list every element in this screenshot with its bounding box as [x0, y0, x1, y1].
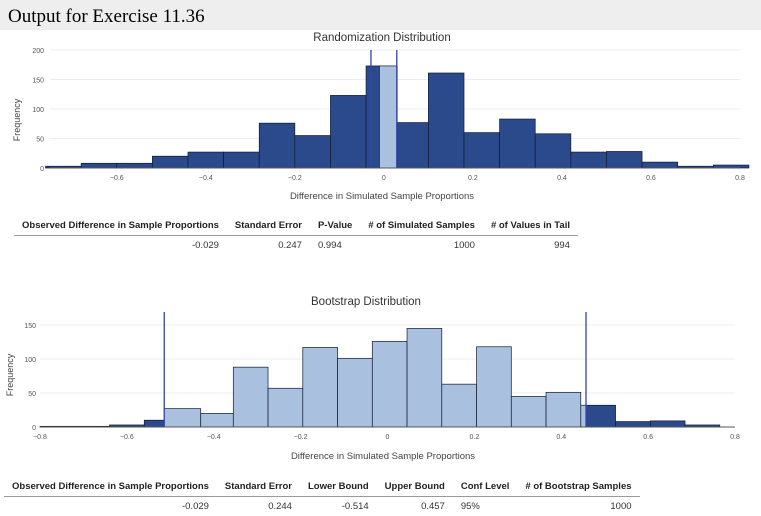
page-title: Output for Exercise 11.36	[8, 6, 205, 28]
p-value-header: P-Value	[310, 217, 360, 236]
histogram-bar-tail	[535, 134, 571, 168]
bootstrap-samples-header: # of Bootstrap Samples	[517, 478, 639, 497]
chart-title: Randomization Distribution	[313, 32, 450, 44]
y-tick-label: 0	[40, 166, 44, 173]
y-axis-label: Frequency	[12, 98, 22, 141]
x-tick-label: −0.6	[110, 175, 124, 182]
upper-bound-value: 0.457	[377, 497, 453, 516]
standard-error-header: Standard Error	[217, 478, 300, 497]
lower-bound-header: Lower Bound	[300, 478, 377, 497]
y-tick-label: 50	[28, 391, 36, 398]
histogram-bar-middle	[164, 409, 200, 427]
y-tick-label: 50	[36, 137, 44, 144]
histogram-bar-middle	[546, 392, 581, 427]
x-tick-label: −0.4	[199, 175, 213, 182]
bootstrap-chart: Bootstrap Distribution Frequency 0 50 100 1…	[0, 291, 761, 466]
histogram-bar-middle	[338, 358, 373, 427]
y-tick-label: 0	[32, 425, 36, 432]
histogram-bar-middle	[201, 413, 234, 427]
upper-bound-header: Upper Bound	[377, 478, 453, 497]
stats-value-row: -0.029 0.247 0.994 1000 994	[14, 236, 578, 256]
p-value-value: 0.994	[310, 236, 360, 256]
histogram-bar-tail	[81, 163, 117, 168]
histogram-bar-middle	[511, 396, 546, 427]
x-tick-label: −0.6	[120, 434, 134, 441]
histogram-bar-tail	[224, 152, 260, 168]
histogram-bar-tail	[144, 420, 164, 427]
histogram-bar-tail	[464, 133, 500, 168]
histogram-bar-middle	[442, 384, 477, 427]
conf-level-value: 95%	[453, 497, 518, 516]
histogram-bar-tail	[650, 421, 685, 427]
x-tick-label: −0.2	[288, 175, 302, 182]
x-tick-label: 0.4	[557, 175, 567, 182]
y-tick-label: 150	[24, 323, 36, 330]
observed-difference-value: -0.029	[14, 236, 227, 256]
histogram-bar-tail	[117, 163, 153, 168]
histogram-bar-tail	[606, 151, 642, 168]
conf-level-header: Conf Level	[453, 478, 518, 497]
stats-value-row: -0.029 0.244 -0.514 0.457 95% 1000	[4, 497, 640, 516]
x-tick-label: 0.8	[735, 175, 745, 182]
y-tick-label: 100	[24, 357, 36, 364]
x-tick-label: 0	[382, 175, 386, 182]
y-tick-label: 200	[32, 48, 44, 55]
histogram-bar-tail	[571, 152, 607, 168]
histogram-bar-tail	[642, 162, 678, 168]
x-tick-label: −0.8	[33, 434, 47, 441]
bootstrap-stats-table: Observed Difference in Sample Proportion…	[4, 478, 640, 516]
histogram-bar-tail	[152, 156, 188, 168]
simulated-samples-header: # of Simulated Samples	[360, 217, 483, 236]
x-tick-label: 0.2	[470, 434, 480, 441]
histogram-bar-tail	[586, 405, 616, 427]
x-tick-label: 0.4	[556, 434, 566, 441]
x-tick-label: −0.2	[294, 434, 308, 441]
histogram-bar-middle	[407, 328, 442, 427]
bootstrap-samples-value: 1000	[517, 497, 639, 516]
histogram-bar-tail	[295, 136, 331, 168]
standard-error-value: 0.247	[227, 236, 310, 256]
y-tick-label: 100	[32, 107, 44, 114]
observed-difference-value: -0.029	[4, 497, 217, 516]
histogram-bar-tail	[259, 123, 295, 168]
x-tick-label: 0	[386, 434, 390, 441]
x-axis-label: Difference in Simulated Sample Proportio…	[291, 451, 475, 462]
x-tick-label: 0.8	[730, 434, 740, 441]
stats-header-row: Observed Difference in Sample Proportion…	[4, 478, 640, 497]
histogram-bar-middle	[372, 341, 407, 427]
histogram-bar-tail	[397, 123, 428, 168]
histogram-bar-tail	[428, 73, 464, 168]
observed-difference-header: Observed Difference in Sample Proportion…	[4, 478, 217, 497]
x-tick-label: −0.4	[207, 434, 221, 441]
observed-difference-header: Observed Difference in Sample Proportion…	[14, 217, 227, 236]
histogram-bar-tail	[188, 152, 224, 168]
standard-error-value: 0.244	[217, 497, 300, 516]
stats-header-row: Observed Difference in Sample Proportion…	[14, 217, 578, 236]
histogram-bar-middle	[477, 347, 512, 427]
histogram-bar-middle	[379, 66, 397, 168]
lower-bound-value: -0.514	[300, 497, 377, 516]
x-tick-label: 0.6	[643, 434, 653, 441]
y-axis-label: Frequency	[5, 353, 15, 396]
histogram-bar-middle	[268, 388, 303, 427]
chart-title: Bootstrap Distribution	[311, 296, 421, 308]
histogram-bar-tail	[330, 95, 366, 168]
histogram-bar-middle	[233, 367, 268, 427]
x-tick-label: 0.2	[468, 175, 478, 182]
y-tick-label: 150	[32, 78, 44, 85]
randomization-chart: Randomization Distribution Frequency 0 50…	[0, 28, 761, 208]
histogram-bar-middle	[581, 405, 586, 427]
randomization-stats-table: Observed Difference in Sample Proportion…	[14, 217, 578, 255]
values-in-tail-header: # of Values in Tail	[483, 217, 578, 236]
histogram-bar-tail	[616, 422, 651, 427]
standard-error-header: Standard Error	[227, 217, 310, 236]
histogram-bar-middle	[303, 347, 338, 427]
x-tick-label: 0.6	[646, 175, 656, 182]
histogram-bar-tail	[500, 119, 536, 168]
histogram-bar-tail	[366, 66, 379, 168]
x-axis-label: Difference in Simulated Sample Proportio…	[290, 191, 474, 202]
values-in-tail-value: 994	[483, 236, 578, 256]
simulated-samples-value: 1000	[360, 236, 483, 256]
